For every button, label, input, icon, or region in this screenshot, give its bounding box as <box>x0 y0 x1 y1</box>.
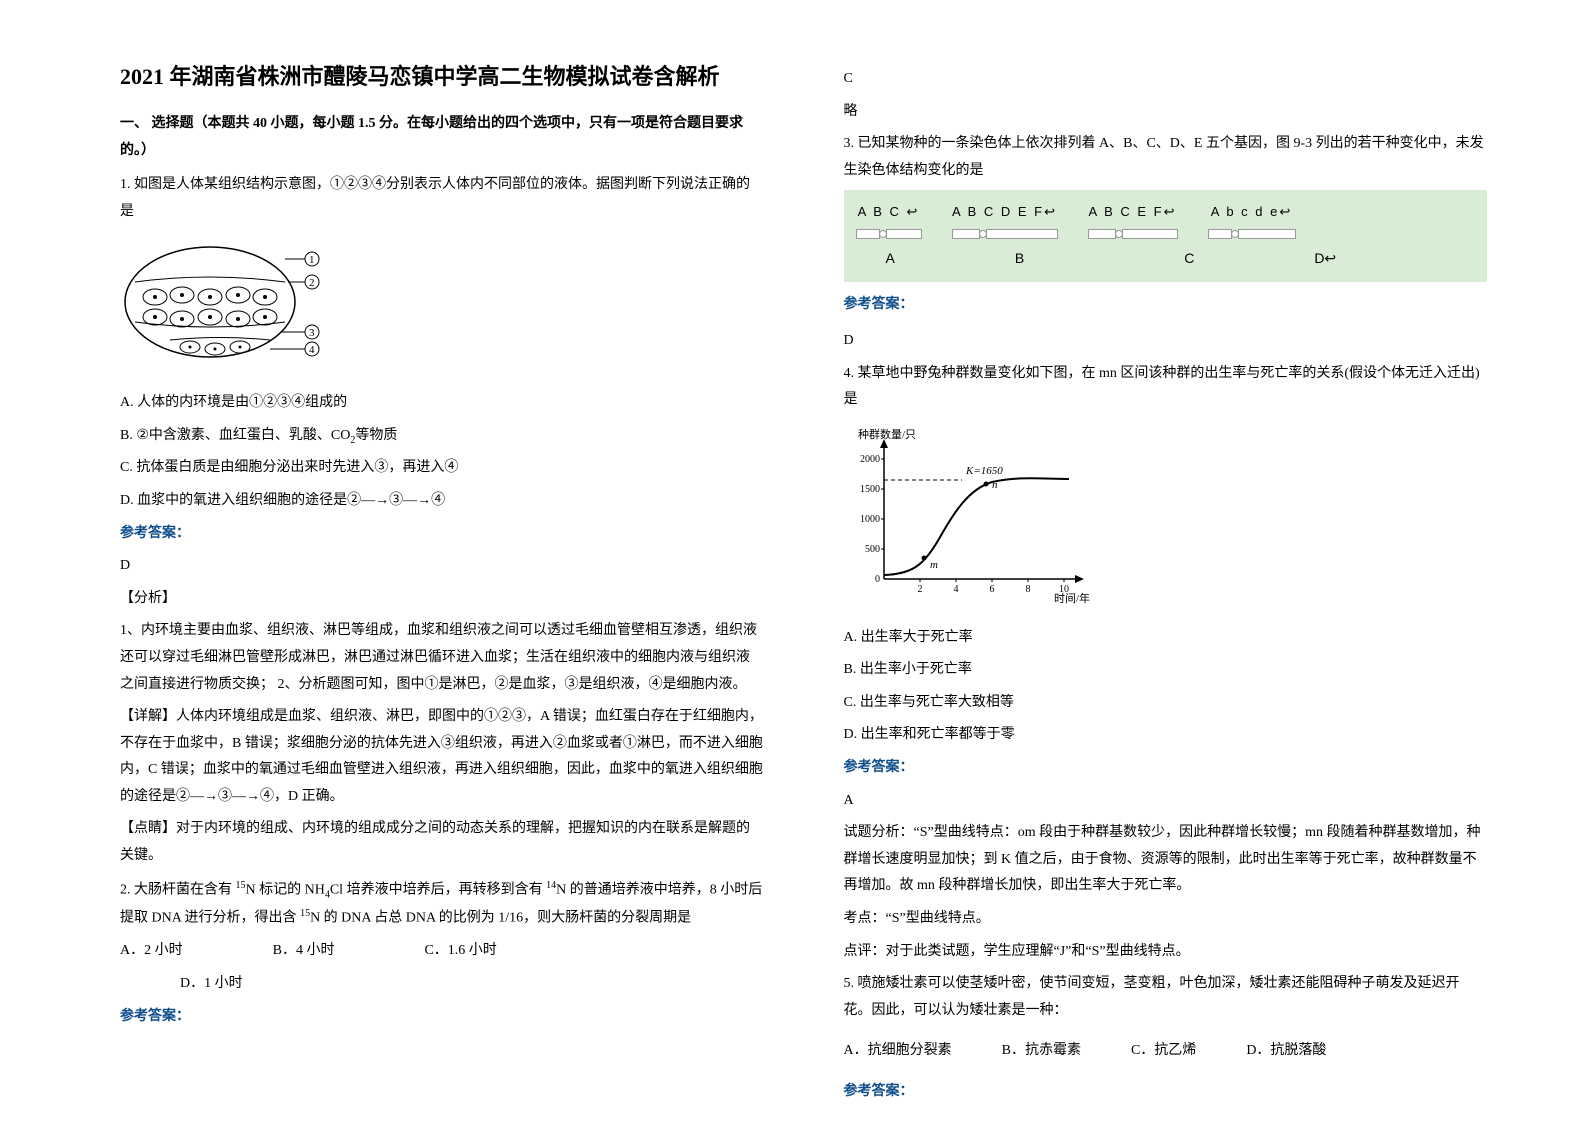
q2-answer-label: 参考答案： <box>120 1004 764 1031</box>
svg-text:6: 6 <box>989 584 994 595</box>
q3-answer-label: 参考答案： <box>844 292 1488 319</box>
q4-xlabel: 时间/年 <box>1054 591 1090 604</box>
q5-answer-label: 参考答案： <box>844 1079 1488 1106</box>
q3-answer: D <box>844 328 1488 355</box>
q2-stem-post: N 的 DNA 占总 DNA 的比例为 1/16，则大肠杆菌的分裂周期是 <box>310 911 691 926</box>
q1-optB: B. ②中含激素、血红蛋白、乳酸、CO2等物质 <box>120 423 764 450</box>
page-title: 2021 年湖南省株洲市醴陵马恋镇中学高二生物模拟试卷含解析 <box>120 60 764 93</box>
q2-options-row1: A．2 小时 B．4 小时 C．1.6 小时 <box>120 938 764 965</box>
svg-text:1500: 1500 <box>860 484 880 495</box>
q1-tip-label: 【点睛】 <box>120 821 176 836</box>
svg-text:8: 8 <box>1025 584 1030 595</box>
q3-labels-C: A B C E F↩ <box>1089 200 1177 225</box>
q4-answer-label: 参考答案： <box>844 755 1488 782</box>
q5-optB: B．抗赤霉素 <box>1002 1038 1081 1065</box>
q1-answer-label: 参考答案： <box>120 521 764 548</box>
q4-optA: A. 出生率大于死亡率 <box>844 625 1488 652</box>
svg-text:4: 4 <box>953 584 958 595</box>
q2-optB: B．4 小时 <box>273 938 335 965</box>
q1-optB-pre: B. ②中含激素、血红蛋白、乳酸、CO <box>120 428 350 443</box>
n14-sup: 14 <box>546 880 556 891</box>
svg-text:3: 3 <box>309 327 315 339</box>
svg-text:500: 500 <box>865 544 880 555</box>
exam-page: 2021 年湖南省株洲市醴陵马恋镇中学高二生物模拟试卷含解析 一、 选择题（本题… <box>0 0 1587 1122</box>
q4-stem: 4. 某草地中野兔种群数量变化如下图，在 mn 区间该种群的出生率与死亡率的关系… <box>844 361 1488 414</box>
q3-answer-row: A B C D↩ <box>856 245 1476 272</box>
q2-stem-mid2: Cl 培养液中培养后，再转移到含有 <box>330 882 546 897</box>
q2-stem-pre: 2. 大肠杆菌在含有 <box>120 882 236 897</box>
q3-item-C: A B C E F↩ <box>1088 200 1178 239</box>
q2-stem-mid1: N 标记的 NH <box>246 882 325 897</box>
right-column: C 略 3. 已知某物种的一条染色体上依次排列着 A、B、C、D、E 五个基因，… <box>804 60 1508 1082</box>
n15-sup-2: 15 <box>300 908 310 919</box>
q5-optD: D．抗脱落酸 <box>1246 1038 1326 1065</box>
svg-text:1: 1 <box>309 254 315 266</box>
q3-panel: A B C ↩ A B C D E F↩ A B C E F↩ A b c d … <box>844 190 1488 281</box>
q3-lblA: A <box>886 245 895 272</box>
q3-labels-A: A B C ↩ <box>858 200 920 225</box>
q3-labels-D: A b c d e↩ <box>1211 200 1292 225</box>
svg-text:2000: 2000 <box>860 454 880 465</box>
svg-text:2: 2 <box>309 277 315 289</box>
q4-kaodian: 考点：“S”型曲线特点。 <box>844 906 1488 933</box>
q3-lblD: D↩ <box>1314 245 1336 272</box>
q5-options: A．抗细胞分裂素 B．抗赤霉素 C．抗乙烯 D．抗脱落酸 <box>844 1038 1488 1065</box>
q4-analysis: 试题分析：“S”型曲线特点：om 段由于种群基数较少，因此种群增长较慢；mn 段… <box>844 820 1488 900</box>
q5-optA: A．抗细胞分裂素 <box>844 1038 952 1065</box>
q3-stem: 3. 已知某物种的一条染色体上依次排列着 A、B、C、D、E 五个基因，图 9-… <box>844 131 1488 184</box>
q3-row: A B C ↩ A B C D E F↩ A B C E F↩ A b c d … <box>856 200 1476 239</box>
q2-optC: C．1.6 小时 <box>424 938 496 965</box>
svg-text:4: 4 <box>309 344 315 356</box>
q1-optA: A. 人体的内环境是由①②③④组成的 <box>120 390 764 417</box>
section-heading: 一、 选择题（本题共 40 小题，每小题 1.5 分。在每小题给出的四个选项中，… <box>120 111 764 164</box>
q1-analysis: 1、内环境主要由血浆、组织液、淋巴等组成，血浆和组织液之间可以透过毛细血管壁相互… <box>120 618 764 698</box>
q3-lblB: B <box>1015 245 1024 272</box>
svg-text:n: n <box>992 479 998 491</box>
svg-text:m: m <box>930 559 938 571</box>
left-column: 2021 年湖南省株洲市醴陵马恋镇中学高二生物模拟试卷含解析 一、 选择题（本题… <box>100 60 804 1082</box>
q1-detail-text: 人体内环境组成是血浆、组织液、淋巴，即图中的①②③，A 错误；血红蛋白存在于红细… <box>120 709 763 804</box>
q4-ylabel: 种群数量/只 <box>858 427 916 441</box>
q1-optC: C. 抗体蛋白质是由细胞分泌出来时先进入③，再进入④ <box>120 455 764 482</box>
q4-optD: D. 出生率和死亡率都等于零 <box>844 722 1488 749</box>
q2-answer-text: 略 <box>844 99 1488 126</box>
q4-chart: 0 500 1000 1500 2000 2 4 6 8 10 种群数量/只 时… <box>844 424 1104 604</box>
q1-detail: 【详解】人体内环境组成是血浆、组织液、淋巴，即图中的①②③，A 错误；血红蛋白存… <box>120 704 764 810</box>
q3-item-B: A B C D E F↩ <box>952 200 1058 239</box>
q1-analysis-label: 【分析】 <box>120 586 764 613</box>
q3-labels-B: A B C D E F↩ <box>952 200 1057 225</box>
q5-stem: 5. 喷施矮壮素可以使茎矮叶密，使节间变短，茎变粗，叶色加深，矮壮素还能阻碍种子… <box>844 971 1488 1024</box>
q1-tip: 【点睛】对于内环境的组成、内环境的组成成分之间的动态关系的理解，把握知识的内在联… <box>120 816 764 869</box>
svg-text:1000: 1000 <box>860 514 880 525</box>
q3-item-A: A B C ↩ <box>856 200 922 239</box>
q5-optC: C．抗乙烯 <box>1131 1038 1196 1065</box>
svg-text:2: 2 <box>917 584 922 595</box>
q2-optD: D．1 小时 <box>120 971 764 998</box>
q1-optD: D. 血浆中的氧进入组织细胞的途径是②―→③―→④ <box>120 488 764 515</box>
q2-answer-letter: C <box>844 66 1488 93</box>
q4-k-label: K=1650 <box>965 465 1003 477</box>
q1-detail-label: 【详解】 <box>120 709 176 724</box>
q3-lblC: C <box>1184 245 1194 272</box>
q2-stem: 2. 大肠杆菌在含有 15N 标记的 NH4Cl 培养液中培养后，再转移到含有 … <box>120 876 764 933</box>
q4-answer: A <box>844 788 1488 815</box>
q1-tip-text: 对于内环境的组成、内环境的组成成分之间的动态关系的理解，把握知识的内在联系是解题… <box>120 821 750 863</box>
n15-sup-1: 15 <box>236 880 246 891</box>
q1-answer: D <box>120 553 764 580</box>
q1-stem: 1. 如图是人体某组织结构示意图，①②③④分别表示人体内不同部位的液体。据图判断… <box>120 172 764 225</box>
q4-optC: C. 出生率与死亡率大致相等 <box>844 690 1488 717</box>
q4-optB: B. 出生率小于死亡率 <box>844 657 1488 684</box>
q2-optA: A．2 小时 <box>120 938 183 965</box>
q4-dianping: 点评：对于此类试题，学生应理解“J”和“S”型曲线特点。 <box>844 939 1488 966</box>
q1-optB-post: 等物质 <box>355 428 397 443</box>
q3-item-D: A b c d e↩ <box>1208 200 1296 239</box>
q1-diagram: 1 2 3 4 <box>120 237 320 367</box>
svg-text:0: 0 <box>875 574 880 585</box>
